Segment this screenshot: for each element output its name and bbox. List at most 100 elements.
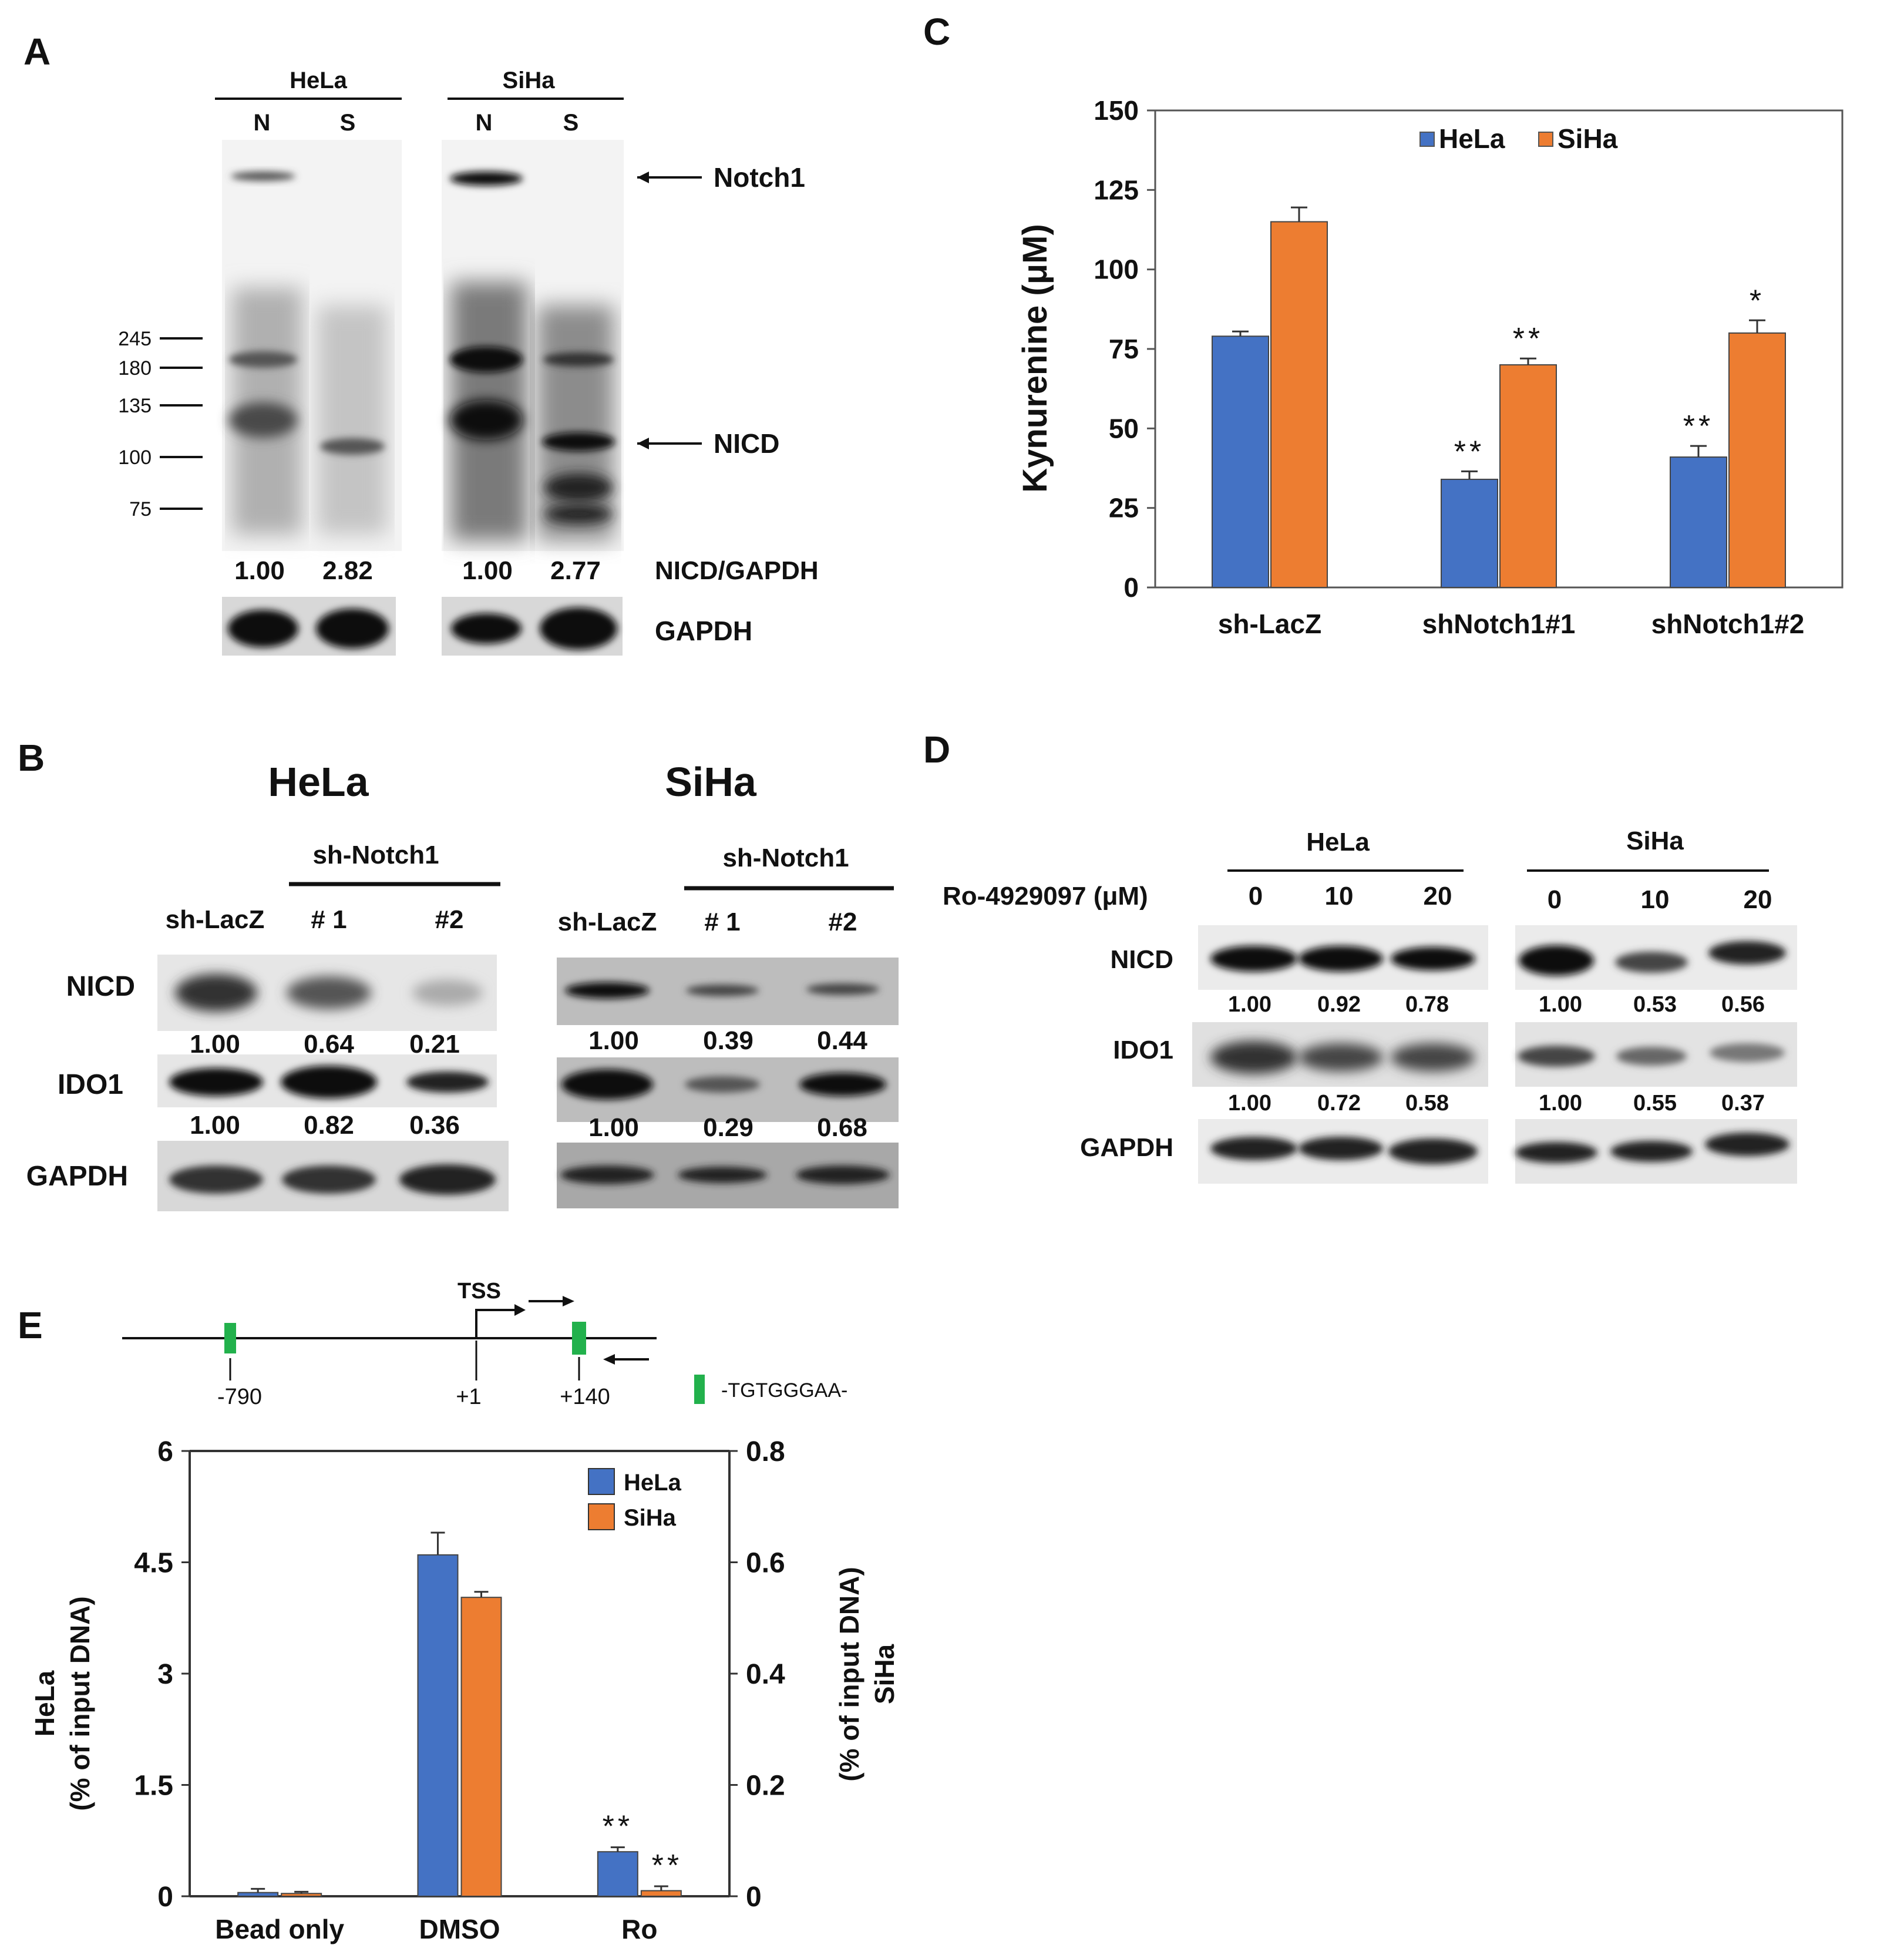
panel-a: A HeLa SiHa N S N S [23,31,819,656]
y-tick-label-right: 0 [746,1882,762,1913]
significance-marker: ** [603,1810,633,1844]
blot-d-hela [1192,925,1488,1184]
legend-swatch-hela [588,1468,615,1495]
marker-label: 245 [118,328,152,350]
marker-label: 75 [129,498,152,520]
y-tick-label: 150 [1094,95,1139,126]
lane-label: S [563,110,579,136]
lane-label: S [340,110,356,136]
x-tick-label: DMSO [419,1914,500,1944]
lane-label: sh-LacZ [558,908,657,936]
y-tick-label: 125 [1094,174,1139,205]
x-tick-label: Ro [621,1914,657,1944]
ratio-value: 0.37 [1721,1091,1765,1116]
y-axis-label-left: (% of input DNA) [65,1596,95,1810]
bar-siha [281,1893,322,1897]
arrowhead-icon [637,438,649,449]
blot-d-siha [1515,925,1797,1184]
row-label-nicd: NICD [1110,945,1173,974]
legend-label-siha: SiHa [1557,123,1618,154]
lane-label: N [254,110,271,136]
significance-marker: ** [1454,435,1485,469]
legend: HeLa SiHa [1419,123,1618,154]
legend-swatch-hela [1419,132,1435,147]
ratio-value: 1.00 [588,1113,639,1142]
position-label: -790 [217,1385,262,1409]
motif-legend-label: -TGTGGGAA- [721,1379,847,1402]
y-tick-label-right: 0.8 [746,1436,785,1467]
panel-letter-b: B [18,737,45,779]
blot-a-hela [222,140,402,551]
treatment-label: Ro-4929097 (μM) [943,882,1148,911]
ratio-value: 2.77 [550,556,601,585]
legend-label-siha: SiHa [624,1505,677,1531]
y-tick-label: 75 [1109,334,1139,364]
y-tick-label-right: 0.4 [746,1659,785,1690]
panel-letter-c: C [923,11,950,53]
y-tick-label: 100 [1094,254,1139,285]
lane-label: #2 [435,905,464,934]
ratio-value: 0.68 [817,1113,867,1142]
bar-siha [460,1597,502,1897]
y-tick-label-left: 0 [157,1882,173,1913]
ratio-value: 0.29 [703,1113,753,1142]
row-label-ido1: IDO1 [58,1069,123,1100]
bar-hela [417,1554,459,1897]
row-label-gapdh: GAPDH [655,616,752,646]
lane-label: # 1 [704,908,740,936]
ratio-value: 1.00 [234,556,285,585]
y-tick-label-right: 0.2 [746,1771,785,1802]
row-label-gapdh: GAPDH [1080,1133,1173,1162]
dose-label: 0 [1548,885,1562,914]
group-title-hela: HeLa [268,759,369,805]
panel-b: B HeLa SiHa sh-Notch1 sh-Notch1 sh-LacZ … [18,737,899,1211]
ratio-value: 2.82 [322,556,373,585]
significance-marker: ** [1683,409,1714,444]
bar-hela [237,1892,279,1897]
tss-arrow-icon [475,1309,516,1338]
arrowhead-icon [637,172,649,183]
y-tick-label-left: 4.5 [134,1548,173,1579]
lane-label: #2 [829,908,857,936]
arrowhead-icon [603,1354,615,1365]
group-title-siha: SiHa [665,759,757,805]
ratio-value: 0.36 [409,1111,460,1140]
ratio-value: 0.21 [409,1030,460,1059]
bar-hela [1441,478,1498,588]
marker-label: 180 [118,357,152,379]
blot-b-siha [557,958,899,1208]
x-tick-label: shNotch1#1 [1422,609,1576,639]
x-tick-label: shNotch1#2 [1651,609,1805,639]
lane-label: # 1 [311,905,347,934]
arrowhead-icon [563,1296,574,1306]
position-label: +1 [456,1385,481,1409]
panel-letter-a: A [23,31,51,73]
blot-b-hela [157,955,509,1211]
bar-siha [1499,364,1557,588]
arrowhead-icon [514,1304,526,1316]
ratio-value: 0.72 [1317,1091,1361,1116]
y-tick-label: 50 [1109,413,1139,444]
band-label-notch1: Notch1 [714,162,805,193]
row-label-nicd: NICD [66,971,135,1002]
ratio-value: 0.55 [1633,1091,1677,1116]
y-tick-label-left: 6 [157,1436,173,1467]
ratio-value: 0.78 [1405,992,1449,1017]
dose-label: 10 [1641,885,1670,914]
bar-siha [1728,332,1786,589]
panel-letter-e: E [18,1304,43,1346]
ratio-value: 1.00 [190,1030,240,1059]
bar-siha [640,1890,682,1897]
size-markers: 245 180 135 100 75 [118,328,203,520]
ratio-value: 0.82 [304,1111,354,1140]
y-axis-label: Kynurenine (μM) [1016,224,1054,493]
bar-hela [1212,335,1269,588]
marker-label: 135 [118,395,152,417]
group-label-siha: SiHa [503,68,556,93]
group-label-hela: HeLa [1306,828,1370,856]
legend-label-hela: HeLa [1439,123,1505,154]
x-tick-label: Bead only [215,1914,344,1944]
y-axis-label-left: HeLa [29,1670,60,1736]
ratio-value: 0.58 [1405,1091,1449,1116]
